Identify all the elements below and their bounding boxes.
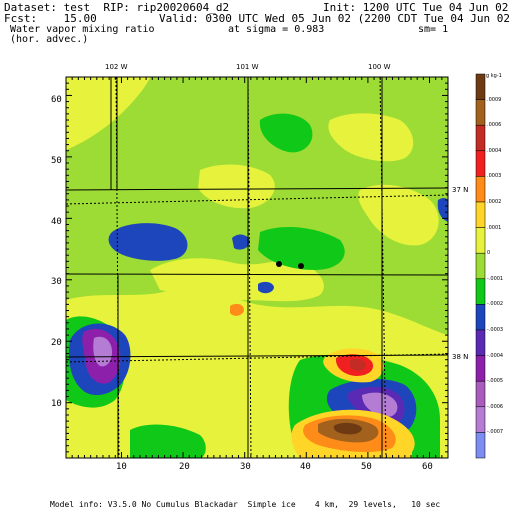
latlon-grid <box>66 77 448 458</box>
advection-note: (hor. advec.) <box>4 34 89 45</box>
model-info: Model info: V3.5.0 No Cumulus Blackadar … <box>50 500 441 509</box>
y-tick-label: 60 <box>51 95 62 105</box>
colorbar-unit: g kg-1 <box>486 73 502 79</box>
x-tick-label: 20 <box>179 462 190 472</box>
colorbar-swatch <box>475 176 486 203</box>
field-blue-center <box>108 223 188 261</box>
colorbar-swatch <box>475 278 486 305</box>
field-blue-small1 <box>232 234 250 250</box>
colorbar-swatch <box>475 355 486 382</box>
colorbar <box>475 73 486 459</box>
colorbar-swatch <box>475 124 486 152</box>
colorbar-swatch <box>475 73 486 100</box>
colorbar-swatch <box>475 99 486 126</box>
dataset-label: Dataset: test RIP: rip20020604_d2 <box>4 1 230 14</box>
colorbar-label: .0006 <box>487 122 502 129</box>
field-orange-small <box>230 303 244 316</box>
field-blue-small2 <box>258 281 274 294</box>
axis-ticks <box>66 76 449 458</box>
colorbar-swatch <box>475 227 486 254</box>
init-time: Init: 1200 UTC Tue 04 Jun 02 <box>323 1 509 14</box>
longitude-label: 102 W <box>105 63 128 71</box>
field-green-s <box>130 424 206 458</box>
colorbar-label: -.0002 <box>487 301 504 308</box>
field-yellow-ne <box>328 113 414 162</box>
field-darkred-east <box>350 358 366 371</box>
field-yellow-west <box>66 77 150 150</box>
y-tick-label: 50 <box>51 156 62 166</box>
colorbar-label: .0004 <box>487 147 502 154</box>
state-boundaries <box>66 77 448 458</box>
y-tick-label: 30 <box>51 277 62 287</box>
x-tick-label: 10 <box>116 462 127 472</box>
x-tick-label: 50 <box>361 462 372 472</box>
field-yellow-mid <box>198 164 275 209</box>
station-marker-2 <box>298 263 304 269</box>
colorbar-swatch <box>475 380 486 408</box>
field-name: Water vapor mixing ratio <box>4 24 155 35</box>
colorbar-label: -.0003 <box>487 327 504 333</box>
y-tick-label: 10 <box>51 399 62 409</box>
colorbar-label: .0002 <box>487 199 502 205</box>
colorbar-label: 0 <box>487 250 491 257</box>
colorbar-swatch <box>475 201 486 228</box>
valid-time: Valid: 0300 UTC Wed 05 Jun 02 (2200 CDT … <box>159 12 512 25</box>
x-tick-label: 40 <box>300 462 311 472</box>
field-yellow-east <box>358 184 439 246</box>
colorbar-swatch <box>475 406 486 433</box>
field-green-n <box>259 113 313 153</box>
colorbar-swatch <box>475 252 486 280</box>
field-yellow-center <box>150 258 324 302</box>
colorbar-label: -.0006 <box>487 403 504 410</box>
longitude-label: 101 W <box>236 63 259 71</box>
x-tick-label: 60 <box>422 462 433 472</box>
colorbar-label: -.0004 <box>487 352 504 359</box>
field-green-c <box>258 226 345 270</box>
colorbar-label: .0009 <box>487 96 502 103</box>
colorbar-swatch <box>475 304 486 331</box>
field-lavender-se <box>362 392 398 418</box>
y-tick-label: 20 <box>51 338 62 348</box>
x-tick-label: 30 <box>240 462 251 472</box>
colorbar-swatch <box>475 329 486 356</box>
colorbar-label: -.0007 <box>487 429 504 436</box>
colorbar-swatch <box>475 432 486 459</box>
sigma-level: at sigma = 0.983 <box>228 24 325 35</box>
colorbar-label: -.0001 <box>487 275 504 282</box>
forecast-hour: Fcst: 15.00 <box>4 12 97 25</box>
map-field <box>66 77 448 458</box>
latitude-label: 38 N <box>452 353 469 361</box>
latitude-label: 37 N <box>452 186 469 194</box>
colorbar-label: .0003 <box>487 173 502 180</box>
field-darkbrown-band <box>333 422 362 435</box>
field-lavender-west <box>93 336 112 367</box>
longitude-label: 100 W <box>368 63 391 71</box>
colorbar-label: .0001 <box>487 224 502 231</box>
colorbar-label: -.0005 <box>487 378 504 385</box>
station-marker-1 <box>276 261 282 267</box>
y-tick-label: 40 <box>51 217 62 227</box>
colorbar-swatch <box>475 150 486 177</box>
smoothing: sm= 1 <box>418 24 449 35</box>
field-blue-east-edge <box>437 198 448 222</box>
